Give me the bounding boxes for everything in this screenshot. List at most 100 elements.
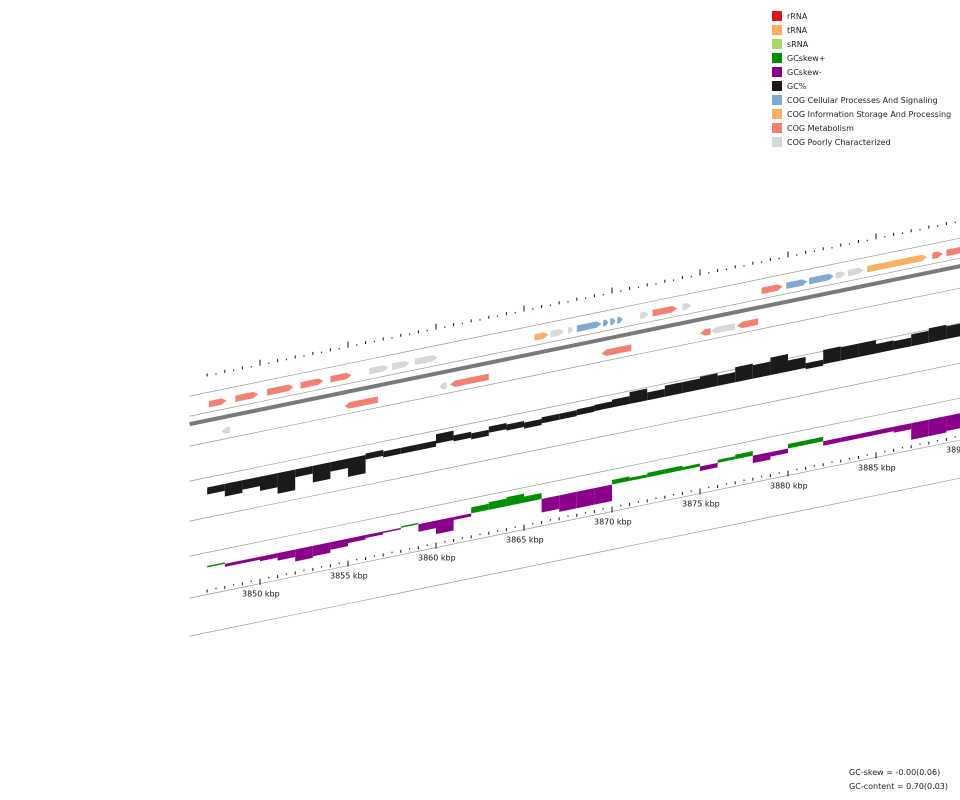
gc-content-bar [260, 473, 278, 491]
gc-skew-negative-bar [295, 545, 313, 562]
gc-content-bar [664, 382, 683, 397]
legend-swatch [772, 81, 782, 91]
gc-skew-negative-bar [911, 419, 929, 440]
legend-label: rRNA [787, 11, 808, 21]
tick-label: 3865 kbp [506, 536, 544, 545]
gc-skew-positive-bar [805, 436, 824, 445]
feature-forward [369, 365, 389, 375]
gc-content-bar [752, 361, 771, 379]
legend-label: COG Metabolism [787, 123, 854, 133]
gc-content-bar [383, 447, 401, 458]
gc-skew-track [207, 413, 960, 568]
legend-swatch [772, 11, 782, 21]
legend-label: GCskew+ [787, 53, 826, 63]
gc-content-bar [506, 420, 524, 431]
feature-forward [835, 271, 847, 279]
gc-skew-positive-bar [664, 465, 683, 474]
gc-content-bar [242, 476, 260, 490]
track-guide-line [189, 287, 960, 447]
tick-label: 3870 kbp [594, 518, 632, 527]
gc-content-bar [418, 440, 436, 451]
gc-content-stat: GC-content = 0.70(0.03) [849, 782, 948, 791]
gc-content-bar [893, 337, 912, 350]
gc-content-bar [612, 396, 630, 408]
gc-content-bar [207, 483, 225, 495]
gc-content-bar [330, 458, 348, 472]
tick-label: 3850 kbp [242, 590, 280, 599]
track-guide-line [189, 237, 960, 397]
legend-swatch [772, 123, 782, 133]
feature-forward [652, 306, 678, 317]
gc-skew-negative-bar [242, 556, 260, 564]
tick-label: 3860 kbp [418, 554, 456, 563]
backbone-line [189, 264, 960, 427]
cog-feature-track [208, 247, 960, 434]
gc-skew-negative-bar [418, 520, 436, 532]
gc-skew-positive-bar [717, 456, 736, 463]
gc-content-bar [436, 430, 454, 444]
legend-item-gc: GC% [772, 79, 951, 93]
legend: rRNA tRNA sRNA GCskew+ GCskew- GC% COG Cellula… [772, 9, 951, 149]
legend-label: sRNA [787, 39, 809, 49]
feature-reverse [344, 396, 378, 409]
gc-skew-positive-bar [788, 440, 806, 449]
legend-label: GC% [787, 81, 807, 91]
gc-skew-negative-bar [453, 513, 472, 521]
gc-content-bar [876, 340, 894, 354]
legend-item-gcskew: GCskew- [772, 65, 951, 79]
legend-item-cog-metabolism: COG Metabolism [772, 121, 951, 135]
track-guide-line [189, 477, 960, 637]
legend-swatch [772, 109, 782, 119]
gc-content-bar [594, 401, 612, 412]
feature-forward [610, 318, 616, 326]
inner-scale-ticks [206, 436, 956, 593]
gc-skew-negative-bar [365, 531, 384, 539]
feature-forward [640, 311, 649, 319]
gc-skew-negative-bar [436, 517, 454, 535]
gc-skew-negative-bar [752, 452, 771, 464]
gc-content-bar [805, 359, 824, 370]
feature-forward [534, 332, 549, 341]
feature-forward [847, 267, 864, 277]
gc-skew-negative-bar [559, 491, 577, 512]
tick-label: 3855 kbp [330, 572, 368, 581]
scale-tick-labels: 3850 kbp 3855 kbp 3860 kbp 3865 kbp 3870 kbp… [242, 445, 960, 599]
gc-content-bar [682, 378, 700, 394]
gc-content-bar [559, 410, 577, 420]
tick-label: 3890 kbp [946, 445, 960, 454]
gc-content-bar [453, 431, 472, 442]
gc-skew-positive-bar [735, 451, 753, 460]
legend-item-trna: tRNA [772, 23, 951, 37]
gc-content-bar [788, 356, 806, 372]
gc-skew-negative-bar [541, 495, 560, 513]
feature-reverse [221, 426, 231, 434]
legend-swatch [772, 137, 782, 147]
gc-skew-positive-bar [524, 492, 542, 503]
feature-forward [576, 321, 602, 332]
feature-forward [267, 384, 294, 396]
legend-swatch [772, 39, 782, 49]
legend-swatch [772, 53, 782, 63]
feature-forward [550, 329, 565, 338]
gc-content-bar [488, 422, 507, 433]
gc-content-bar [735, 363, 753, 383]
track-guide-line [189, 362, 960, 522]
gc-content-bar [348, 455, 366, 477]
tick-label: 3885 kbp [858, 463, 896, 472]
feature-forward [946, 247, 960, 257]
gc-content-bar [471, 429, 489, 440]
gc-content-bar [629, 388, 648, 404]
gc-content-track [207, 323, 960, 497]
genome-stats: GC-skew = -0.00(0.06) GC-content = 0.70(… [849, 766, 948, 794]
legend-label: GCskew- [787, 67, 822, 77]
gc-content-bar [946, 323, 960, 339]
gc-skew-negative-bar [840, 434, 859, 443]
legend-label: COG Cellular Processes And Signaling [787, 95, 938, 105]
gc-skew-negative-bar [700, 462, 718, 471]
legend-item-cog-poorly-characterized: COG Poorly Characterized [772, 135, 951, 149]
gc-skew-negative-bar [576, 488, 595, 509]
track-guide-line [189, 397, 960, 557]
gc-content-bar [524, 418, 542, 429]
gc-content-bar [365, 449, 384, 460]
